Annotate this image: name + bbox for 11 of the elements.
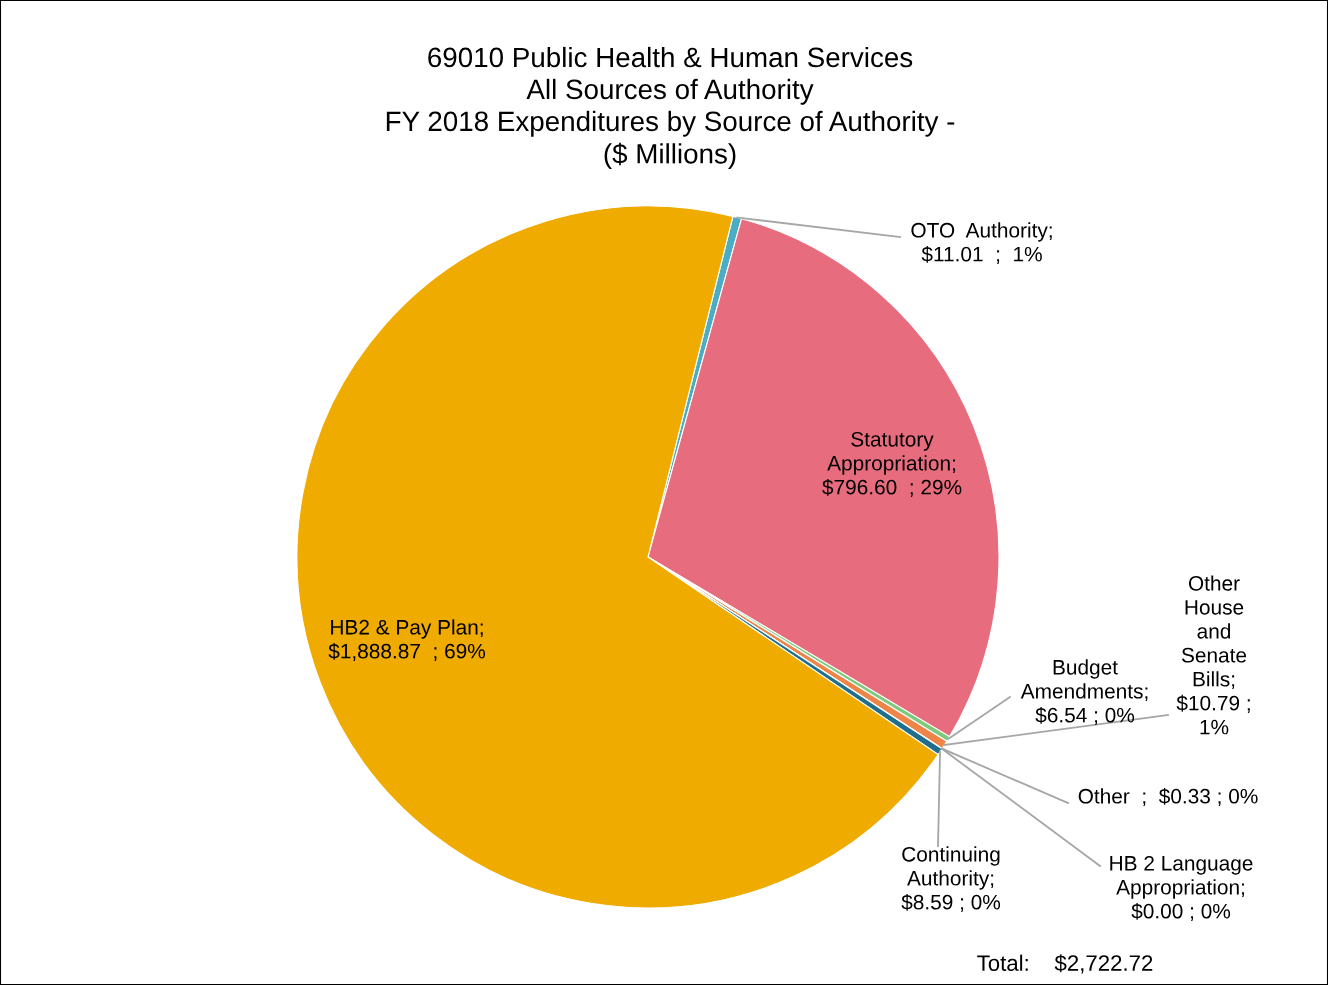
text: Total: $2,722.72 (977, 954, 1153, 974)
category-label: Other ; $0.33 ; 0% (1078, 787, 1258, 807)
slice-label: OTO Authority; $11.01 ; 1% (911, 222, 1052, 265)
slice-label: Continuing Authority; $8.59 ; 0% (901, 846, 1001, 912)
slice-label: HB2 & Pay Plan; $1,888.87 ; 69% (328, 619, 486, 662)
slice-label: Other House and Senate Bills; $10.79 ; 1% (1176, 575, 1250, 735)
chart-title: 69010 Public Health & Human Services All Sources of Authority FY 2018 Expenditures by Source of Authority - ($ Millions) (386, 46, 955, 170)
category-label: HB 2 Language Appropriation; (1110, 855, 1253, 899)
text: $0.00 ; 0% (1131, 902, 1231, 921)
slice-label: Statutory Appropriation; $796.60 ; 29% (822, 431, 962, 497)
slice-label: Budget Amendments; $6.54 ; 0% (1020, 659, 1148, 725)
